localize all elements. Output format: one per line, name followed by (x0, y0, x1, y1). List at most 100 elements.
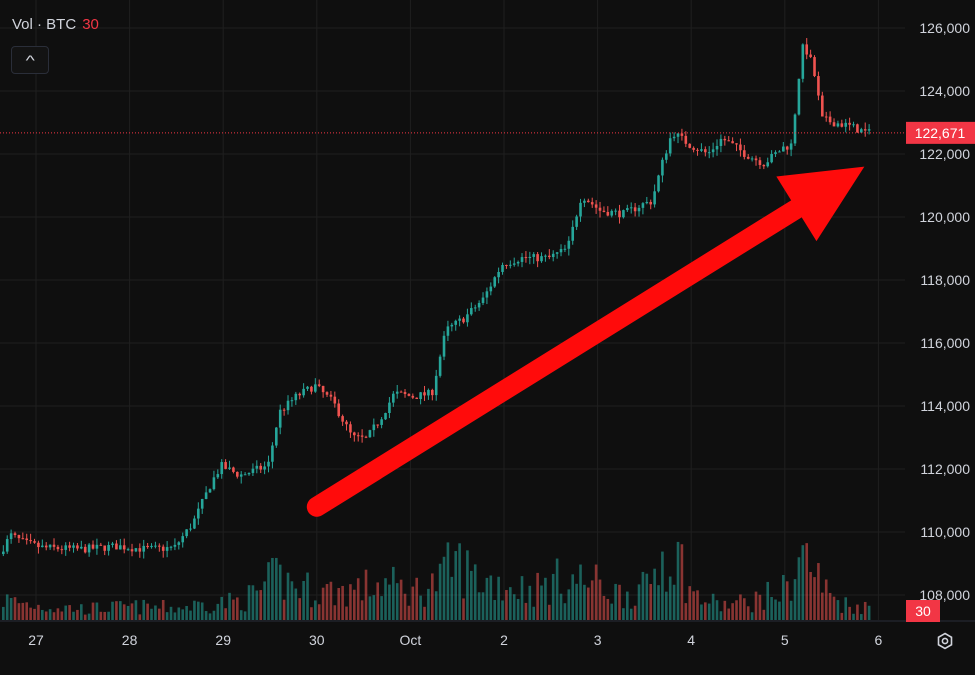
volume-bar (727, 608, 731, 620)
volume-bar (349, 584, 352, 620)
candle-body (60, 549, 64, 551)
candle-body (797, 78, 801, 115)
candle-body (704, 149, 707, 153)
candle-body (360, 435, 364, 437)
candle-body (2, 551, 5, 555)
candle-body (56, 546, 60, 550)
volume-bar (376, 582, 380, 620)
collapse-legend-button[interactable]: ^ (11, 46, 49, 74)
candle-body (657, 175, 660, 192)
volume-bar (282, 599, 286, 620)
candle-body (364, 436, 368, 438)
y-tick-label: 112,000 (920, 461, 970, 477)
candle-body (434, 375, 438, 396)
candle-body (563, 248, 567, 250)
volume-bar (766, 581, 770, 620)
volume-bar (813, 577, 816, 620)
volume-bar (450, 576, 454, 620)
candle-body (103, 545, 107, 551)
candle-body (41, 545, 44, 548)
candle-body (661, 159, 664, 176)
candle-body (824, 116, 828, 118)
volume-bar (220, 596, 224, 620)
candle-body (727, 140, 731, 142)
volume-bar (509, 587, 512, 620)
volume-bar (9, 597, 13, 620)
candle-body (668, 138, 672, 154)
candle-body (290, 400, 294, 402)
candle-body (138, 548, 142, 552)
candle-body (185, 529, 188, 537)
volume-bar (637, 584, 641, 620)
volume-bar (181, 609, 185, 620)
candle-body (380, 419, 383, 425)
volume-bar (458, 543, 461, 620)
candle-body (715, 145, 719, 150)
volume-bar (665, 591, 668, 620)
volume-bar (473, 564, 477, 620)
chart-settings-button[interactable] (934, 630, 956, 652)
y-tick-label: 110,000 (920, 524, 970, 540)
candle-body (427, 389, 430, 396)
candle-body (286, 400, 290, 411)
candle-body (746, 156, 750, 159)
volume-bar (150, 608, 153, 620)
candle-body (633, 207, 637, 212)
volume-bar (532, 606, 536, 620)
volume-bar (255, 590, 259, 620)
candle-body (602, 210, 606, 212)
candle-body (267, 461, 270, 467)
candle-body (83, 546, 87, 553)
volume-bar (470, 570, 473, 620)
volume-bar (368, 596, 372, 620)
candle-body (181, 536, 185, 543)
volume-bar (438, 563, 442, 620)
candle-body (571, 226, 575, 241)
volume-bar (801, 545, 805, 620)
volume-bar (360, 600, 364, 620)
volume-bar (83, 614, 87, 620)
volume-bar (711, 593, 715, 620)
volume-bar (325, 584, 329, 620)
candle-body (220, 462, 224, 475)
volume-bar (263, 581, 266, 620)
volume-bar (809, 571, 812, 620)
candle-body (306, 386, 309, 389)
volume-bar (126, 605, 130, 620)
volume-legend: Vol · BTC 30 (12, 16, 99, 33)
volume-bar (29, 607, 32, 620)
candle-body (536, 254, 539, 262)
volume-bar (243, 611, 247, 620)
time-axis[interactable]: 27 28 29 30 Oct 2 3 4 5 6 (0, 620, 975, 648)
volume-bar (583, 584, 586, 620)
x-tick-label: 30 (309, 632, 325, 648)
volume-bar (119, 601, 122, 620)
volume-bar (762, 609, 766, 620)
volume-bar (228, 592, 231, 620)
candle-body (559, 248, 563, 253)
volume-bar (516, 598, 520, 620)
volume-bar (103, 611, 107, 620)
candle-body (743, 150, 746, 157)
candle-body (493, 277, 497, 287)
candle-body (173, 544, 177, 547)
y-tick-label: 122,000 (919, 146, 970, 162)
candle-body (146, 545, 149, 548)
volume-bar (598, 579, 602, 620)
candle-body (606, 211, 610, 216)
candle-body (579, 202, 582, 217)
volume-bar (684, 603, 688, 620)
volume-bar (754, 591, 758, 620)
volume-bar (154, 605, 157, 620)
volume-bar (715, 600, 719, 620)
volume-bar (692, 591, 695, 620)
volume-bar (232, 599, 235, 620)
candle-body (388, 402, 391, 414)
price-axis[interactable]: 108,000 110,000 112,000 114,000 116,000 118,0… (919, 20, 970, 603)
volume-bar (2, 606, 5, 620)
volume-bar (867, 605, 871, 620)
candle-body (52, 544, 56, 547)
volume-bar (200, 602, 204, 620)
last-price-badge: 122,671 (906, 121, 975, 144)
